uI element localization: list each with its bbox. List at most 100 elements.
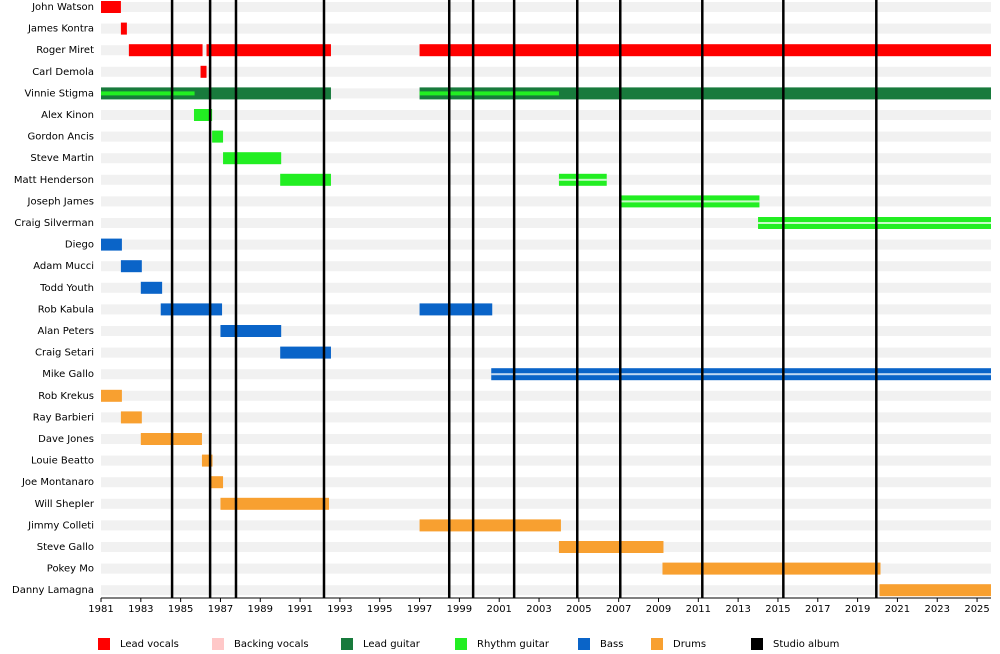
row-label: Roger Miret: [36, 45, 94, 56]
row-label: Steve Martin: [30, 153, 94, 164]
bar: [419, 87, 991, 100]
row-label: Pokey Mo: [47, 564, 94, 575]
bar: [206, 44, 331, 57]
bar: [101, 238, 122, 251]
legend-label: Rhythm guitar: [477, 639, 550, 650]
legend-label: Drums: [673, 639, 706, 650]
x-tick-label: 2001: [486, 604, 511, 615]
row-band: [101, 261, 991, 272]
legend-label: Lead guitar: [363, 639, 421, 650]
bar: [140, 281, 163, 294]
row-label: Alex Kinon: [41, 110, 94, 121]
row-band: [101, 455, 991, 466]
row-label: James Kontra: [27, 24, 94, 35]
row-band: [101, 282, 991, 293]
x-tick-label: 2009: [646, 604, 671, 615]
row-band: [101, 2, 991, 12]
row-label: Gordon Ancis: [28, 132, 94, 143]
x-tick-label: 1995: [367, 604, 392, 615]
bar: [879, 584, 991, 597]
x-tick-label: 1993: [327, 604, 352, 615]
bar: [220, 325, 282, 337]
bar: [200, 65, 207, 78]
x-tick-label: 2015: [765, 604, 790, 615]
bar-split: [491, 373, 991, 376]
legend-label: Bass: [600, 639, 623, 650]
bar: [419, 519, 561, 532]
row-label: Louie Beatto: [31, 456, 94, 467]
row-label: Mike Gallo: [42, 369, 94, 380]
row-band: [101, 174, 991, 185]
row-band: [101, 304, 991, 315]
bar-split: [558, 178, 607, 181]
row-band: [101, 390, 991, 401]
row-band: [101, 434, 991, 444]
row-band: [101, 326, 991, 336]
x-tick-label: 1981: [88, 604, 113, 615]
x-tick-label: 2023: [925, 604, 950, 615]
row-band: [101, 585, 991, 596]
x-tick-label: 1987: [208, 604, 233, 615]
bar: [210, 476, 224, 489]
bar: [101, 1, 121, 13]
bar: [101, 87, 331, 100]
x-tick-label: 1983: [128, 604, 153, 615]
bar: [558, 541, 664, 553]
legend-label: Lead vocals: [120, 639, 179, 650]
row-label: Steve Gallo: [37, 542, 94, 553]
bar: [120, 260, 142, 273]
x-tick-label: 2021: [885, 604, 910, 615]
row-label: Matt Henderson: [14, 175, 94, 186]
bar: [201, 454, 213, 467]
bar: [128, 44, 203, 57]
row-label: Alan Peters: [38, 326, 94, 337]
row-label: Dave Jones: [38, 434, 94, 445]
x-tick-label: 2005: [566, 604, 591, 615]
bar: [419, 44, 991, 57]
x-tick-label: 2019: [845, 604, 870, 615]
x-tick-label: 1989: [248, 604, 273, 615]
x-tick-label: 2025: [964, 604, 989, 615]
x-tick-label: 2017: [805, 604, 830, 615]
row-band: [101, 239, 991, 250]
row-band: [101, 542, 991, 552]
row-label: Danny Lamagna: [12, 585, 94, 596]
x-tick-label: 1997: [407, 604, 432, 615]
row-band: [101, 23, 991, 34]
legend-swatch: [651, 638, 663, 650]
row-label: Will Shepler: [35, 499, 95, 510]
legend-swatch: [751, 638, 763, 650]
row-band: [101, 477, 991, 488]
row-band: [101, 218, 991, 228]
x-tick-label: 1985: [168, 604, 193, 615]
row-label: Vinnie Stigma: [25, 88, 94, 99]
legend-label: Studio album: [773, 639, 839, 650]
row-label: Ray Barbieri: [33, 412, 94, 423]
bar: [280, 173, 331, 186]
bar: [120, 411, 142, 424]
bar-split: [619, 200, 760, 203]
x-tick-label: 2003: [526, 604, 551, 615]
row-band: [101, 153, 991, 164]
bar: [419, 303, 493, 316]
inner-bar: [101, 91, 195, 96]
bar: [223, 152, 282, 165]
legend-swatch: [455, 638, 467, 650]
bar: [160, 303, 223, 316]
row-label: Joseph James: [27, 196, 94, 207]
bar: [220, 497, 329, 510]
x-tick-label: 1999: [447, 604, 472, 615]
row-band: [101, 412, 991, 423]
row-label: Diego: [65, 240, 94, 251]
legend-swatch: [212, 638, 224, 650]
bar: [662, 562, 881, 575]
row-label: Rob Kabula: [38, 304, 94, 315]
inner-bar: [419, 91, 559, 96]
x-tick-label: 2013: [725, 604, 750, 615]
row-label: Joe Montanaro: [21, 477, 94, 488]
bar-split: [758, 222, 991, 224]
row-label: Craig Silverman: [14, 218, 94, 229]
row-label: Rob Krekus: [38, 391, 94, 402]
bar: [280, 346, 331, 359]
row-label: Todd Youth: [39, 283, 94, 294]
